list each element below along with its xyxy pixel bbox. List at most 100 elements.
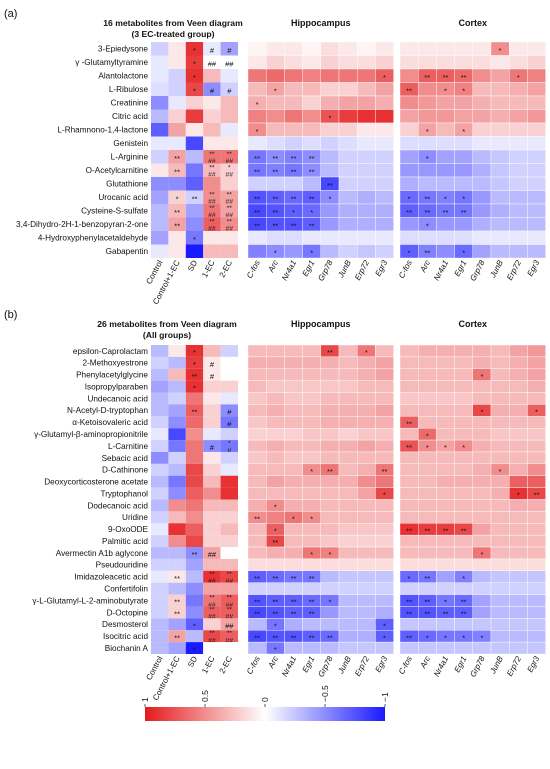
cortex-cell <box>436 230 455 245</box>
cortex-gene-label: Erp72 <box>505 654 523 678</box>
group-cell <box>220 416 238 429</box>
significance-mark: ** <box>227 595 233 602</box>
hippocampus-cell <box>375 230 394 245</box>
cortex-gene-label: C-fos <box>397 259 414 280</box>
group-cell <box>185 558 204 571</box>
cortex-cell <box>454 95 474 110</box>
group-cell <box>203 416 221 429</box>
cortex-cell <box>527 176 546 191</box>
hippocampus-cell <box>357 582 376 595</box>
group-cell <box>203 204 221 218</box>
significance-mark: * <box>517 73 520 82</box>
cortex-cell <box>509 176 528 191</box>
group-cell <box>203 475 221 488</box>
cortex-cell <box>472 217 492 232</box>
cortex-cell <box>490 68 510 83</box>
hippocampus-cell <box>284 582 303 595</box>
cortex-cell <box>454 41 474 56</box>
cortex-cell <box>490 558 510 572</box>
hippocampus-cell <box>302 641 322 655</box>
group-cell <box>151 463 169 476</box>
cortex-cell <box>490 630 510 643</box>
hippocampus-cell <box>284 404 303 417</box>
hippocampus-cell <box>375 534 394 548</box>
hippocampus-cell <box>247 582 267 595</box>
cortex-cell <box>509 55 528 70</box>
cortex-cell <box>490 594 510 607</box>
hippocampus-cell <box>338 594 358 607</box>
hippocampus-cell <box>375 499 394 512</box>
cortex-cell <box>472 499 492 512</box>
cortex-gene-label: Grp78 <box>468 654 487 678</box>
significance-mark: ** <box>291 610 297 619</box>
group-cell <box>203 177 221 191</box>
cortex-cell <box>509 122 528 137</box>
hippocampus-cell <box>338 499 358 512</box>
significance-mark: * <box>535 407 538 416</box>
cortex-cell <box>509 439 528 453</box>
metabolite-label: Urocanic acid <box>98 193 148 202</box>
significance-mark: ** <box>209 151 215 158</box>
hippocampus-cell <box>266 439 285 453</box>
cortex-cell <box>399 217 419 232</box>
group-cell <box>220 523 238 536</box>
cortex-gene-label: Erp72 <box>505 258 523 282</box>
hippocampus-cell <box>320 368 340 381</box>
hippocampus-cell <box>357 641 376 655</box>
metabolite-label: Desmosterol <box>102 620 148 629</box>
cortex-cell <box>399 95 419 110</box>
hippocampus-gene-label: Egr3 <box>373 258 389 278</box>
group-cell <box>168 231 186 245</box>
cortex-cell <box>472 641 492 655</box>
group-cell <box>220 123 238 137</box>
cortex-cell <box>418 416 437 429</box>
colorbar-tick-label: 1 <box>140 697 150 702</box>
group-cell <box>220 345 238 357</box>
hippocampus-cell <box>357 230 376 245</box>
cortex-cell <box>399 163 419 178</box>
hippocampus-cell <box>284 463 303 476</box>
hippocampus-cell <box>266 55 285 70</box>
significance-mark: * <box>408 574 411 583</box>
metabolite-label: 9-OxoODE <box>108 525 149 534</box>
cortex-cell <box>509 416 528 429</box>
cortex-cell <box>527 392 546 405</box>
hippocampus-cell <box>338 95 358 110</box>
significance-mark: * <box>274 503 277 512</box>
group-cell <box>168 380 186 393</box>
hippocampus-cell <box>320 582 340 595</box>
colorbar-tick-label: 0.5 <box>200 690 210 702</box>
group-cell <box>185 123 204 137</box>
cortex-cell <box>509 523 528 536</box>
significance-mark: * <box>444 86 447 95</box>
metabolite-label: 4-Hydroxyphenylacetaldehyde <box>38 234 149 243</box>
group-cell <box>220 356 238 369</box>
hippocampus-cell <box>266 368 285 381</box>
panel-title: (3 EC-treated group) <box>131 29 214 39</box>
hippocampus-cell <box>375 136 394 151</box>
panel-label: (b) <box>4 309 17 321</box>
hippocampus-cell <box>375 558 394 572</box>
cortex-gene-label: Egr3 <box>525 258 541 278</box>
cortex-cell <box>436 546 455 560</box>
hippocampus-cell <box>302 416 322 429</box>
metabolite-label: D-Octopine <box>107 608 149 617</box>
hippocampus-cell <box>247 558 267 572</box>
cortex-cell <box>527 344 546 358</box>
group-cell <box>151 69 169 83</box>
group-cell <box>185 463 204 476</box>
significance-mark: ** <box>461 73 467 82</box>
hippocampus-cell <box>302 582 322 595</box>
group-cell <box>151 499 169 512</box>
significance-mark: * <box>426 443 429 452</box>
hippocampus-cell <box>357 427 376 441</box>
hippocampus-cell <box>284 82 303 97</box>
hippocampus-cell <box>302 487 322 500</box>
hippocampus-cell <box>320 427 340 441</box>
cortex-cell <box>472 356 492 369</box>
group-cell <box>168 440 186 452</box>
hippocampus-cell <box>357 392 376 405</box>
significance-mark: # <box>227 419 232 428</box>
hippocampus-cell <box>320 217 340 232</box>
hippocampus-cell <box>320 380 340 393</box>
